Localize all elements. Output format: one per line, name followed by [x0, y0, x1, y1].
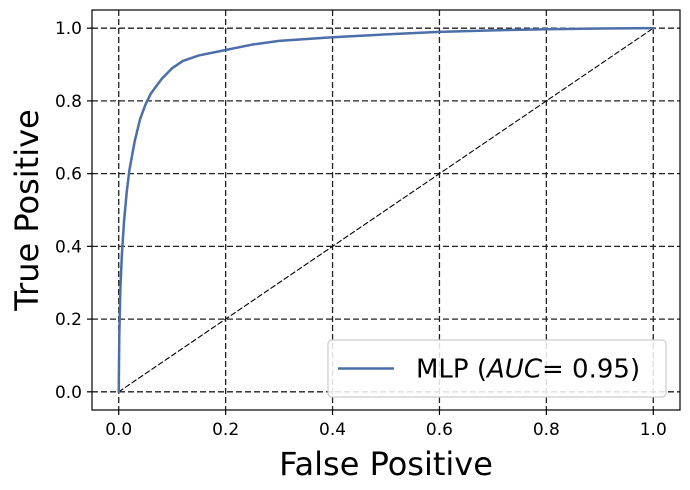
- legend-label: MLP (AUC= 0.95): [416, 355, 640, 385]
- x-tick-label: 1.0: [640, 420, 667, 440]
- y-axis-title: True Positive: [8, 109, 46, 312]
- axis-ticks: 0.0 0.2 0.4 0.6 0.8 1.0 0.0 0.2 0.4 0.6 0.8 1.0: [55, 19, 667, 440]
- x-axis-title: False Positive: [279, 445, 493, 483]
- y-tick-label: 0.4: [55, 237, 82, 257]
- series-layer: [117, 26, 655, 394]
- legend-suffix: = 0.95): [542, 355, 640, 385]
- y-tick-label: 0.0: [55, 383, 82, 403]
- y-tick-label: 1.0: [55, 19, 82, 39]
- plot-frame: [91, 9, 681, 411]
- x-tick-label: 0.0: [105, 420, 132, 440]
- legend-prefix: MLP (: [416, 355, 487, 385]
- x-tick-label: 0.4: [319, 420, 346, 440]
- y-tick-label: 0.6: [55, 165, 82, 185]
- legend-italic: AUC: [485, 355, 543, 385]
- x-tick-label: 0.8: [533, 420, 560, 440]
- chance-diagonal-line: [118, 27, 654, 393]
- x-tick-label: 0.6: [426, 420, 453, 440]
- y-tick-label: 0.2: [55, 310, 82, 330]
- legend: MLP (AUC= 0.95): [327, 339, 667, 398]
- legend-box: [327, 339, 667, 398]
- series-line-mlp: [117, 26, 655, 394]
- x-tick-label: 0.2: [212, 420, 239, 440]
- y-tick-label: 0.8: [55, 92, 82, 112]
